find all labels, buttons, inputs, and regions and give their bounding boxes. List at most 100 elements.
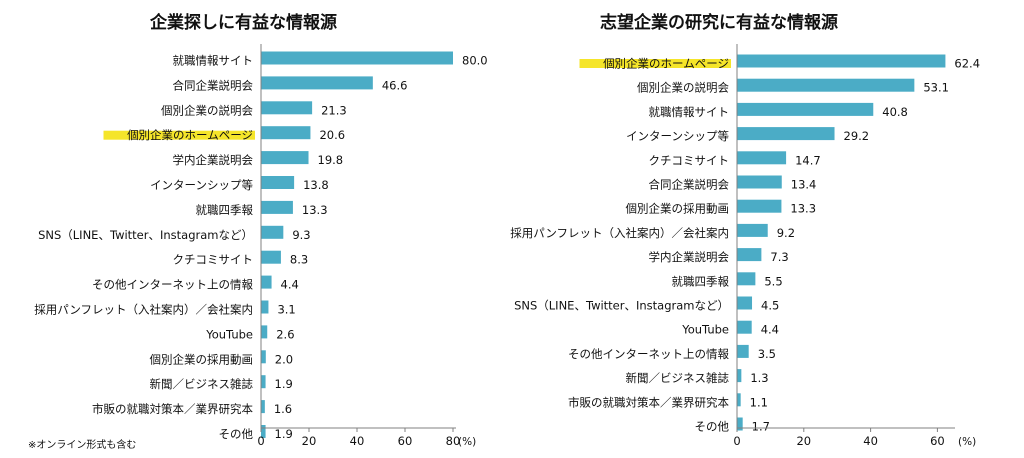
right-bar — [737, 417, 743, 431]
right-bar — [737, 175, 782, 189]
left-category-label: YouTube — [205, 327, 253, 341]
left-value-label: 21.3 — [321, 103, 347, 117]
right-category-label: 就職四季報 — [672, 274, 730, 288]
right-value-label: 62.4 — [954, 57, 980, 71]
right-value-label: 1.1 — [750, 395, 768, 409]
left-category-label: その他 — [219, 427, 254, 441]
left-bar — [261, 101, 313, 115]
right-category-label: 個別企業のホームページ — [603, 57, 729, 71]
right-bar — [737, 78, 915, 92]
right-value-label: 9.2 — [777, 226, 795, 240]
left-value-label: 46.6 — [382, 78, 408, 92]
right-category-label: 合同企業説明会 — [649, 178, 730, 192]
right-bar — [737, 199, 782, 213]
right-bar — [737, 54, 946, 68]
left-bar — [261, 176, 295, 189]
left-value-label: 1.9 — [275, 427, 293, 441]
left-value-label: 2.0 — [275, 352, 293, 366]
left-category-label: 個別企業の説明会 — [161, 103, 253, 117]
right-highlight-marker — [579, 59, 731, 68]
left-value-label: 80.0 — [462, 54, 488, 68]
left-bar — [261, 250, 281, 264]
right-category-label: SNS（LINE、Twitter、Instagramなど） — [514, 299, 729, 313]
left-bar — [261, 51, 453, 65]
right-category-label: 個別企業の採用動画 — [626, 202, 730, 216]
right-category-label: 学内企業説明会 — [649, 250, 730, 264]
right-value-label: 1.3 — [750, 371, 768, 385]
right-category-label: 採用パンフレット（入社案内）／会社案内 — [510, 226, 729, 240]
left-bar — [261, 325, 268, 339]
left-value-label: 19.8 — [318, 153, 344, 167]
left-category-label: SNS（LINE、Twitter、Instagramなど） — [38, 228, 253, 242]
right-category-label: 就職情報サイト — [649, 105, 730, 119]
left-category-label: 個別企業のホームページ — [127, 128, 253, 142]
footnote: ※オンライン形式も含む — [28, 440, 137, 451]
left-value-label: 4.4 — [281, 278, 299, 292]
right-bar — [737, 102, 874, 116]
left-category-label: 就職四季報 — [196, 203, 254, 217]
right-value-label: 5.5 — [764, 274, 782, 288]
right-bar — [737, 223, 768, 237]
left-bar — [261, 275, 272, 289]
left-category-label: 学内企業説明会 — [173, 153, 254, 167]
left-category-label: クチコミサイト — [173, 253, 254, 267]
left-x-tick-label: 40 — [350, 434, 365, 448]
right-category-label: クチコミサイト — [649, 153, 730, 167]
right-x-tick-label: 20 — [796, 434, 811, 448]
left-unit-label: (%) — [458, 436, 476, 448]
right-value-label: 3.5 — [758, 347, 776, 361]
left-x-tick-label: 80 — [446, 434, 461, 448]
left-bar — [261, 375, 266, 389]
right-category-label: その他インターネット上の情報 — [568, 347, 729, 361]
left-value-label: 8.3 — [290, 253, 308, 267]
right-value-label: 13.4 — [791, 178, 817, 192]
left-category-label: 採用パンフレット（入社案内）／会社案内 — [34, 303, 253, 317]
left-x-tick-label: 0 — [257, 434, 264, 448]
left-bar — [261, 76, 373, 90]
left-value-label: 9.3 — [292, 228, 310, 242]
right-bar — [737, 127, 835, 141]
right-category-label: YouTube — [681, 323, 729, 337]
left-bar — [261, 225, 284, 239]
left-category-label: 就職情報サイト — [173, 54, 254, 68]
right-bar — [737, 296, 753, 310]
right-category-label: 市販の就職対策本／業界研究本 — [568, 395, 729, 409]
left-bar — [261, 425, 266, 438]
right-value-label: 7.3 — [770, 250, 788, 264]
right-category-label: 新聞／ビジネス雑誌 — [626, 371, 730, 385]
right-unit-label: (%) — [958, 436, 976, 448]
right-value-label: 1.7 — [752, 420, 770, 434]
left-highlight-marker — [103, 130, 255, 140]
left-bar — [261, 200, 293, 214]
left-bar — [261, 300, 269, 314]
right-value-label: 4.4 — [761, 323, 779, 337]
left-bar — [261, 400, 265, 414]
right-x-tick-label: 60 — [930, 434, 945, 448]
left-bar — [261, 126, 311, 140]
right-x-tick-label: 40 — [863, 434, 878, 448]
right-category-label: 個別企業の説明会 — [637, 81, 729, 95]
left-value-label: 20.6 — [319, 128, 345, 142]
right-bar — [737, 248, 762, 262]
right-bar — [737, 151, 787, 165]
right-value-label: 13.3 — [790, 202, 816, 216]
left-category-label: 合同企業説明会 — [173, 78, 254, 92]
left-value-label: 13.3 — [302, 203, 328, 217]
right-value-label: 40.8 — [882, 105, 908, 119]
left-value-label: 1.9 — [275, 377, 293, 391]
left-bar — [261, 350, 266, 364]
right-value-label: 4.5 — [761, 299, 779, 313]
left-x-tick-label: 20 — [302, 434, 317, 448]
left-value-label: 3.1 — [277, 303, 295, 317]
right-category-label: インターンシップ等 — [626, 129, 729, 143]
left-value-label: 2.6 — [276, 327, 294, 341]
chart-title-left: 企業探しに有益な情報源 — [150, 13, 337, 33]
left-category-label: その他インターネット上の情報 — [92, 278, 253, 292]
right-bar — [737, 320, 752, 334]
right-value-label: 14.7 — [795, 153, 821, 167]
right-bar — [737, 344, 749, 358]
right-category-label: その他 — [695, 420, 730, 434]
right-bar — [737, 393, 741, 407]
right-value-label: 53.1 — [923, 81, 949, 95]
